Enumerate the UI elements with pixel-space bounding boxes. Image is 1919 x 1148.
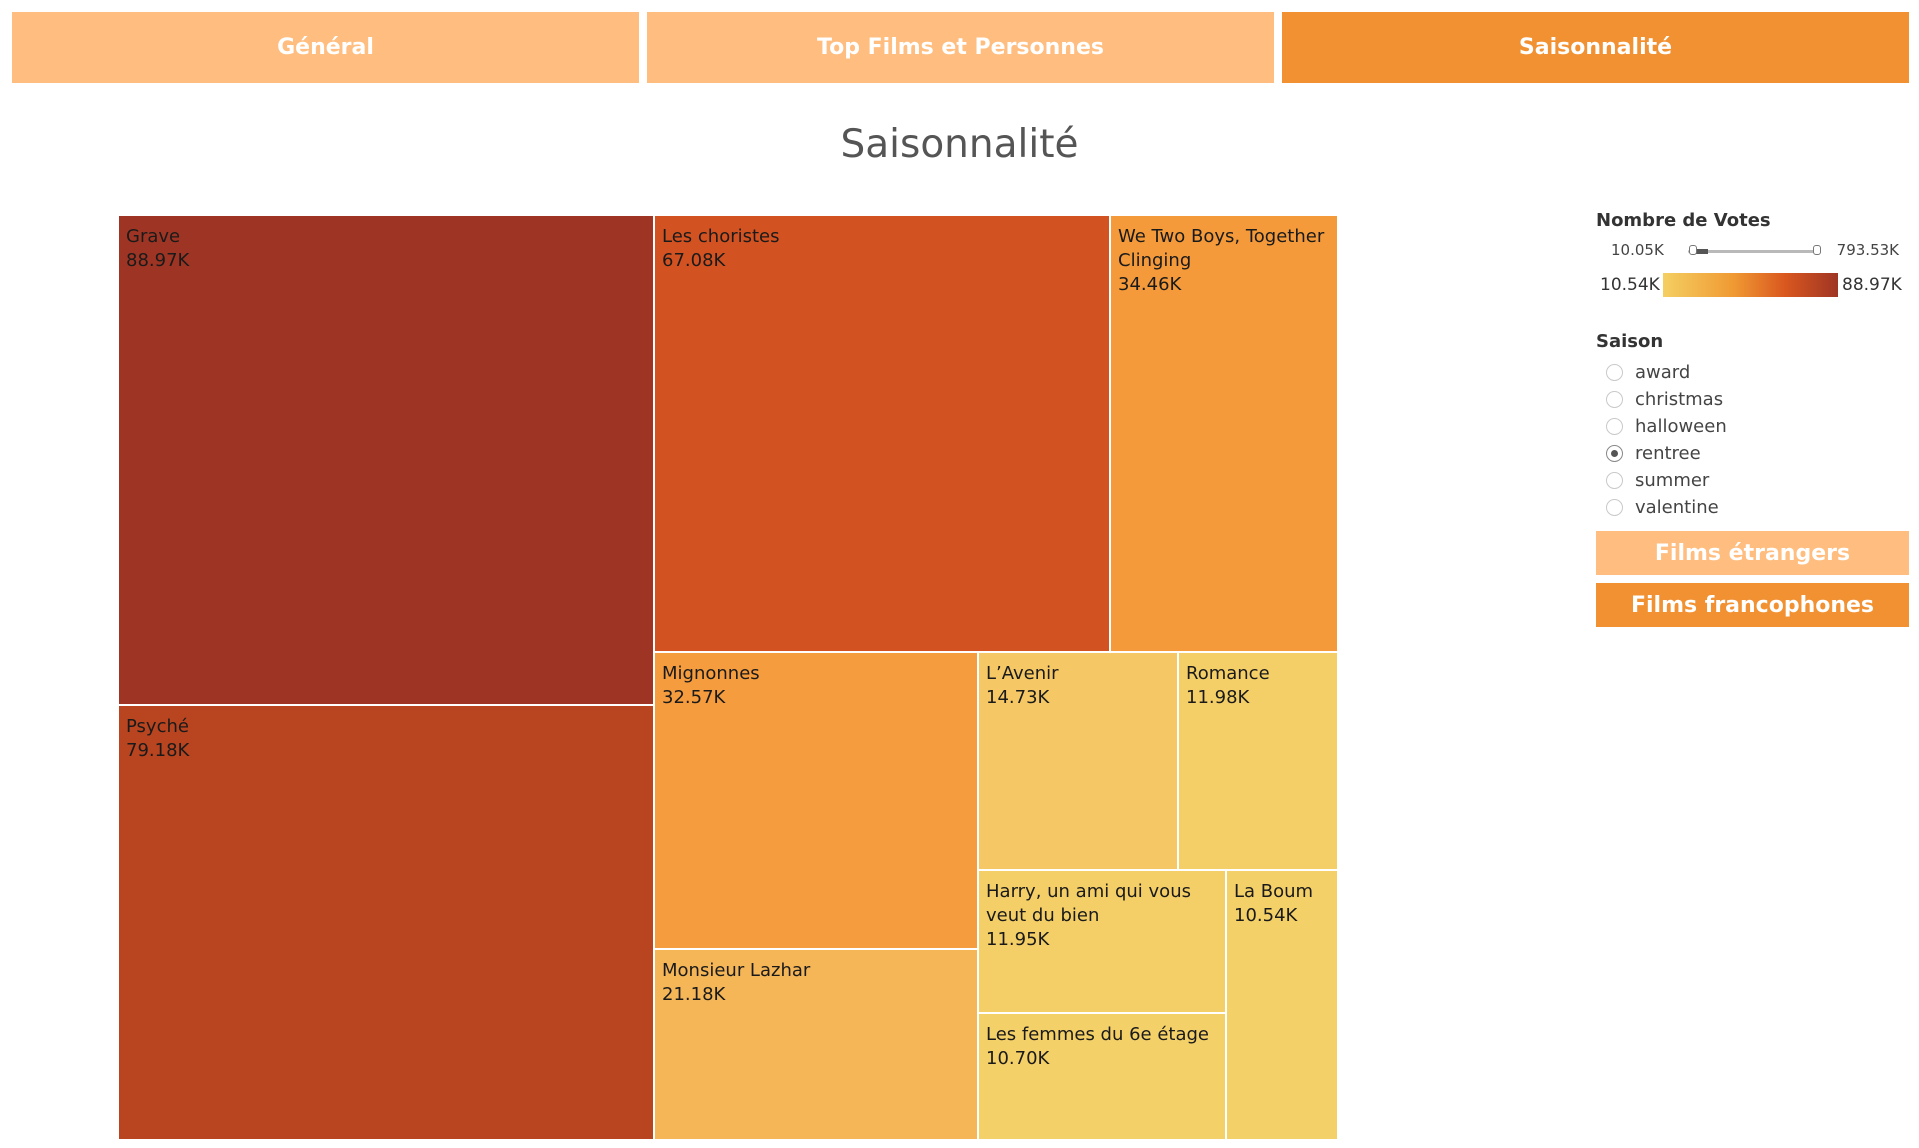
slider-min-handle[interactable]: [1689, 245, 1697, 255]
saison-filter-title: Saison: [1596, 331, 1664, 352]
radio-icon[interactable]: [1606, 418, 1623, 435]
treemap-cell-name: Harry, un ami qui vous veut du bien: [986, 881, 1191, 926]
range-max-label: 793.53K: [1836, 241, 1899, 259]
treemap-cell-label: Les choristes 67.08K: [662, 225, 1103, 273]
saison-option-rentree[interactable]: rentree: [1596, 440, 1909, 467]
page-title: Saisonnalité: [840, 122, 1079, 167]
saison-radio-list: award christmas halloween rentree summer…: [1596, 359, 1909, 521]
treemap-cell-value: 10.54K: [1234, 905, 1298, 926]
radio-icon[interactable]: [1606, 364, 1623, 381]
radio-icon[interactable]: [1606, 472, 1623, 489]
treemap-cell-label: Romance 11.98K: [1186, 662, 1331, 710]
treemap-cell-name: Mignonnes: [662, 663, 760, 684]
saison-option-christmas[interactable]: christmas: [1596, 386, 1909, 413]
treemap-cell-name: Les femmes du 6e étage: [986, 1024, 1210, 1045]
tab-saisonnalite[interactable]: Saisonnalité: [1282, 12, 1909, 83]
treemap-cell-monsieur-lazhar[interactable]: Monsieur Lazhar 21.18K: [654, 949, 978, 1140]
saison-option-label: award: [1635, 362, 1691, 383]
treemap-cell-grave[interactable]: Grave 88.97K: [118, 215, 654, 705]
legend-min-label: 10.54K: [1600, 275, 1660, 295]
saison-option-summer[interactable]: summer: [1596, 467, 1909, 494]
treemap-cell-psyche[interactable]: Psyché 79.18K: [118, 705, 654, 1140]
radio-selected-icon[interactable]: [1606, 445, 1623, 462]
saison-option-label: halloween: [1635, 416, 1727, 437]
treemap-cell-name: L’Avenir: [986, 663, 1059, 684]
tab-general-label: Général: [277, 35, 374, 60]
treemap-cell-label: We Two Boys, Together Clinging 34.46K: [1118, 225, 1331, 297]
treemap-cell-label: La Boum 10.54K: [1234, 880, 1331, 928]
saison-option-award[interactable]: award: [1596, 359, 1909, 386]
films-etrangers-button[interactable]: Films étrangers: [1596, 531, 1909, 575]
tab-general[interactable]: Général: [12, 12, 639, 83]
treemap-cell-label: L’Avenir 14.73K: [986, 662, 1171, 710]
treemap-cell-value: 32.57K: [662, 687, 726, 708]
treemap-cell-name: Psyché: [126, 716, 189, 737]
treemap-cell-name: Grave: [126, 226, 181, 247]
radio-icon[interactable]: [1606, 391, 1623, 408]
sidebar: Nombre de Votes 10.05K 793.53K 10.54K 88…: [1596, 210, 1909, 627]
slider-track[interactable]: [1688, 250, 1814, 253]
slider-max-handle[interactable]: [1813, 245, 1821, 255]
treemap-cell-label: Grave 88.97K: [126, 225, 647, 273]
range-min-label: 10.05K: [1611, 241, 1664, 259]
treemap-cell-value: 88.97K: [126, 250, 190, 271]
radio-dot-icon: [1611, 450, 1618, 457]
treemap-chart: Grave 88.97K Psyché 79.18K Les choristes 67.0…: [118, 215, 1338, 1140]
films-francophones-button[interactable]: Films francophones: [1596, 583, 1909, 627]
treemap-cell-value: 67.08K: [662, 250, 726, 271]
treemap-cell-value: 79.18K: [126, 740, 190, 761]
votes-range-slider[interactable]: 10.05K 793.53K: [1596, 235, 1909, 265]
treemap-cell-label: Psyché 79.18K: [126, 715, 647, 763]
tab-top-films-label: Top Films et Personnes: [817, 35, 1104, 60]
saison-option-valentine[interactable]: valentine: [1596, 494, 1909, 521]
treemap-cell-value: 21.18K: [662, 984, 726, 1005]
tab-top-films-personnes[interactable]: Top Films et Personnes: [647, 12, 1274, 83]
treemap-cell-label: Les femmes du 6e étage 10.70K: [986, 1023, 1219, 1071]
treemap-cell-name: Les choristes: [662, 226, 780, 247]
color-legend: 10.54K 88.97K: [1596, 269, 1909, 301]
saison-option-label: christmas: [1635, 389, 1724, 410]
radio-icon[interactable]: [1606, 499, 1623, 516]
treemap-cell-value: 14.73K: [986, 687, 1050, 708]
treemap-cell-mignonnes[interactable]: Mignonnes 32.57K: [654, 652, 978, 949]
slider-selected-range: [1696, 249, 1708, 254]
treemap-cell-label: Mignonnes 32.57K: [662, 662, 971, 710]
treemap-cell-les-choristes[interactable]: Les choristes 67.08K: [654, 215, 1110, 652]
tab-saisonnalite-label: Saisonnalité: [1518, 35, 1673, 60]
films-etrangers-label: Films étrangers: [1654, 540, 1851, 566]
legend-max-label: 88.97K: [1842, 275, 1902, 295]
votes-filter-title: Nombre de Votes: [1596, 210, 1771, 231]
treemap-cell-romance[interactable]: Romance 11.98K: [1178, 652, 1338, 870]
treemap-cell-name: We Two Boys, Together Clinging: [1118, 226, 1325, 271]
films-francophones-label: Films francophones: [1630, 592, 1875, 618]
saison-option-label: summer: [1635, 470, 1710, 491]
treemap-cell-la-boum[interactable]: La Boum 10.54K: [1226, 870, 1338, 1140]
treemap-cell-name: La Boum: [1234, 881, 1314, 902]
treemap-cell-value: 11.95K: [986, 929, 1050, 950]
treemap-cell-name: Romance: [1186, 663, 1270, 684]
treemap-cell-label: Harry, un ami qui vous veut du bien 11.95…: [986, 880, 1219, 952]
saison-option-label: valentine: [1635, 497, 1719, 518]
saison-option-label: rentree: [1635, 443, 1701, 464]
saison-option-halloween[interactable]: halloween: [1596, 413, 1909, 440]
treemap-cell-name: Monsieur Lazhar: [662, 960, 811, 981]
treemap-cell-value: 10.70K: [986, 1048, 1050, 1069]
treemap-cell-value: 11.98K: [1186, 687, 1250, 708]
treemap-cell-we-two-boys-together-clinging[interactable]: We Two Boys, Together Clinging 34.46K: [1110, 215, 1338, 652]
treemap-cell-harry-un-ami-qui-vous-veut-du-bien[interactable]: Harry, un ami qui vous veut du bien 11.95…: [978, 870, 1226, 1013]
treemap-cell-label: Monsieur Lazhar 21.18K: [662, 959, 971, 1007]
treemap-cell-value: 34.46K: [1118, 274, 1182, 295]
legend-gradient-bar: [1663, 273, 1838, 297]
treemap-cell-les-femmes-du-6e-etage[interactable]: Les femmes du 6e étage 10.70K: [978, 1013, 1226, 1140]
treemap-cell-l-avenir[interactable]: L’Avenir 14.73K: [978, 652, 1178, 870]
